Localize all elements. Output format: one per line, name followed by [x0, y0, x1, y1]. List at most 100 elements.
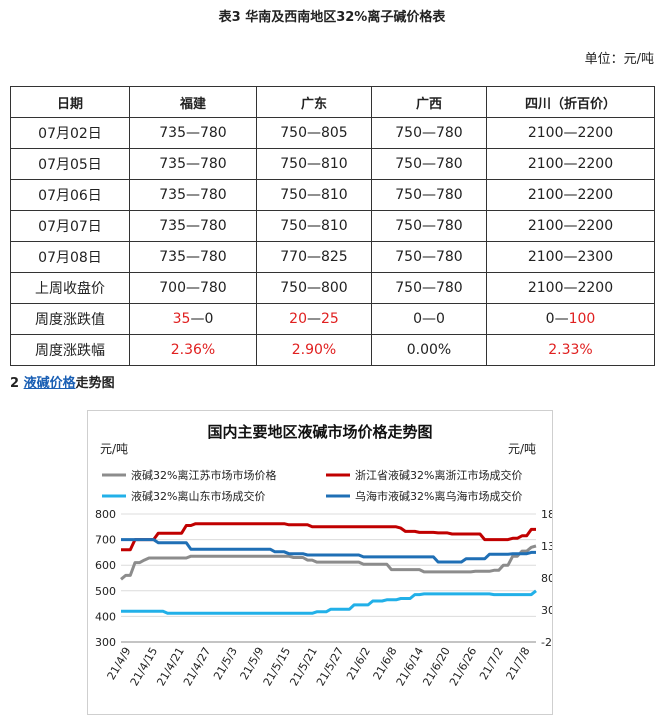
- change-value-guangdong: 20—25: [256, 303, 372, 335]
- chart-title: 国内主要地区液碱市场价格走势图: [207, 423, 432, 441]
- table-row: 07月07日 735—780 750—810 750—780 2100—2200: [10, 210, 655, 242]
- change-value-sichuan-high: 100: [568, 311, 596, 327]
- right-tick-label: 300: [541, 604, 552, 617]
- cell-guangdong: 750—810: [256, 210, 372, 242]
- left-tick-label: 800: [95, 508, 116, 521]
- cell-fujian: 700—780: [129, 272, 257, 304]
- change-value-fujian-up: 35: [172, 311, 191, 327]
- cell-sichuan: 2100—2300: [486, 241, 655, 273]
- change-pct-row: 周度涨跌幅 2.36% 2.90% 0.00% 2.33%: [10, 334, 655, 366]
- chart-series-lines: [120, 522, 537, 615]
- change-pct-label: 周度涨跌幅: [10, 334, 130, 366]
- section-number: 2: [10, 376, 20, 391]
- chart-svg: 国内主要地区液碱市场价格走势图 元/吨 元/吨 液碱32%离江苏市场市场价格 浙江…: [95, 423, 569, 688]
- cell-date: 07月06日: [10, 179, 130, 211]
- cell-sichuan: 2100—2200: [486, 148, 655, 180]
- cell-date: 07月02日: [10, 117, 130, 149]
- table-row: 07月05日 735—780 750—810 750—780 2100—2200: [10, 148, 655, 180]
- cell-date: 07月05日: [10, 148, 130, 180]
- price-trend-chart: 国内主要地区液碱市场价格走势图 元/吨 元/吨 液碱32%离江苏市场市场价格 浙江…: [87, 410, 569, 715]
- table-row: 07月02日 735—780 750—805 750—780 2100—2200: [10, 117, 655, 149]
- change-value-sichuan-low: 0—: [545, 311, 569, 327]
- left-tick-label: 500: [95, 585, 116, 598]
- cell-date: 07月08日: [10, 241, 130, 273]
- legend-label: 液碱32%离山东市场成交价: [131, 489, 265, 503]
- header-guangdong: 广东: [256, 86, 372, 118]
- cell-date: 上周收盘价: [10, 272, 130, 304]
- cell-fujian: 735—780: [129, 210, 257, 242]
- cell-guangxi: 750—780: [371, 148, 487, 180]
- section-link[interactable]: 液碱价格: [23, 376, 76, 391]
- right-tick-label: 800: [541, 572, 552, 585]
- change-value-fujian: 35—0: [129, 303, 257, 335]
- series-line-4: [121, 538, 536, 564]
- cell-sichuan: 2100—2200: [486, 179, 655, 211]
- change-value-guangdong-sep: —: [307, 311, 321, 327]
- chart-legend: 液碱32%离江苏市场市场价格 浙江省液碱32%离浙江市场成交价液碱32%离山东市场…: [102, 468, 522, 503]
- legend-label: 乌海市液碱32%离乌海市场成交价: [355, 489, 522, 503]
- right-tick-label: 1300: [541, 540, 552, 553]
- change-value-row: 周度涨跌值 35—0 20—25 0—0 0—100: [10, 303, 655, 335]
- cell-guangxi: 750—780: [371, 210, 487, 242]
- cell-guangxi: 750—780: [371, 241, 487, 273]
- change-value-fujian-down: —0: [190, 311, 214, 327]
- change-value-label: 周度涨跌值: [10, 303, 130, 335]
- change-value-guangxi: 0—0: [371, 303, 487, 335]
- change-pct-guangxi: 0.00%: [371, 334, 487, 366]
- cell-guangdong: 750—810: [256, 148, 372, 180]
- x-tick-label: 21/6/8: [371, 645, 400, 682]
- left-tick-label: 600: [95, 559, 116, 572]
- series-line-3: [121, 589, 537, 615]
- cell-fujian: 735—780: [129, 148, 257, 180]
- table-row: 07月06日 735—780 750—810 750—780 2100—2200: [10, 179, 655, 211]
- cell-guangdong: 750—805: [256, 117, 372, 149]
- cell-sichuan: 2100—2200: [486, 210, 655, 242]
- change-value-sichuan: 0—100: [486, 303, 655, 335]
- section-heading: 2 液碱价格走势图: [10, 372, 115, 391]
- x-tick-label: 21/5/3: [211, 645, 240, 682]
- legend-label: 浙江省液碱32%离浙江市场成交价: [355, 468, 522, 482]
- x-tick-label: 21/6/2: [344, 645, 373, 682]
- cell-sichuan: 2100—2200: [486, 117, 655, 149]
- right-tick-label: -200: [541, 636, 552, 649]
- change-pct-guangdong: 2.90%: [256, 334, 372, 366]
- section-suffix: 走势图: [75, 376, 115, 391]
- x-tick-label: 21/5/9: [238, 645, 267, 682]
- header-date: 日期: [10, 86, 130, 118]
- chart-axes: 800 700 600 500 400 300 1800 1300 800 300 -200 21/4…: [95, 508, 569, 688]
- cell-date: 07月07日: [10, 210, 130, 242]
- legend-label: 液碱32%离江苏市场市场价格: [131, 468, 276, 482]
- cell-guangdong: 750—800: [256, 272, 372, 304]
- right-tick-label: 1800: [541, 508, 552, 521]
- cell-fujian: 735—780: [129, 117, 257, 149]
- change-pct-sichuan: 2.33%: [486, 334, 655, 366]
- x-tick-label: 21/4/9: [105, 645, 134, 682]
- header-fujian: 福建: [129, 86, 257, 118]
- right-axis-unit: 元/吨: [508, 442, 536, 456]
- price-table: 日期 福建 广东 广西 四川（折百价） 07月02日 735—780 750—8…: [10, 86, 655, 366]
- cell-fujian: 735—780: [129, 241, 257, 273]
- header-guangxi: 广西: [371, 86, 487, 118]
- unit-label: 单位：元/吨: [584, 52, 654, 67]
- left-tick-label: 700: [95, 534, 116, 547]
- table-row: 07月08日 735—780 770—825 750—780 2100—2300: [10, 241, 655, 273]
- cell-sichuan: 2100—2200: [486, 272, 655, 304]
- series-line-1: [120, 544, 537, 581]
- series-line-2: [121, 522, 536, 552]
- table-header-row: 日期 福建 广东 广西 四川（折百价）: [10, 86, 655, 118]
- cell-guangdong: 750—810: [256, 179, 372, 211]
- left-tick-label: 300: [95, 636, 116, 649]
- x-tick-label: 21/7/8: [504, 645, 533, 682]
- cell-guangxi: 750—780: [371, 179, 487, 211]
- cell-guangdong: 770—825: [256, 241, 372, 273]
- table-title: 表3 华南及西南地区32%离子碱价格表: [218, 10, 446, 25]
- cell-guangxi: 750—780: [371, 117, 487, 149]
- change-value-guangdong-low: 20: [289, 311, 307, 327]
- left-axis-unit: 元/吨: [100, 442, 128, 456]
- left-tick-label: 400: [95, 610, 116, 623]
- header-sichuan: 四川（折百价）: [486, 86, 655, 118]
- change-pct-fujian: 2.36%: [129, 334, 257, 366]
- cell-guangxi: 750—780: [371, 272, 487, 304]
- table-row: 上周收盘价 700—780 750—800 750—780 2100—2200: [10, 272, 655, 304]
- change-value-guangdong-high: 25: [321, 311, 339, 327]
